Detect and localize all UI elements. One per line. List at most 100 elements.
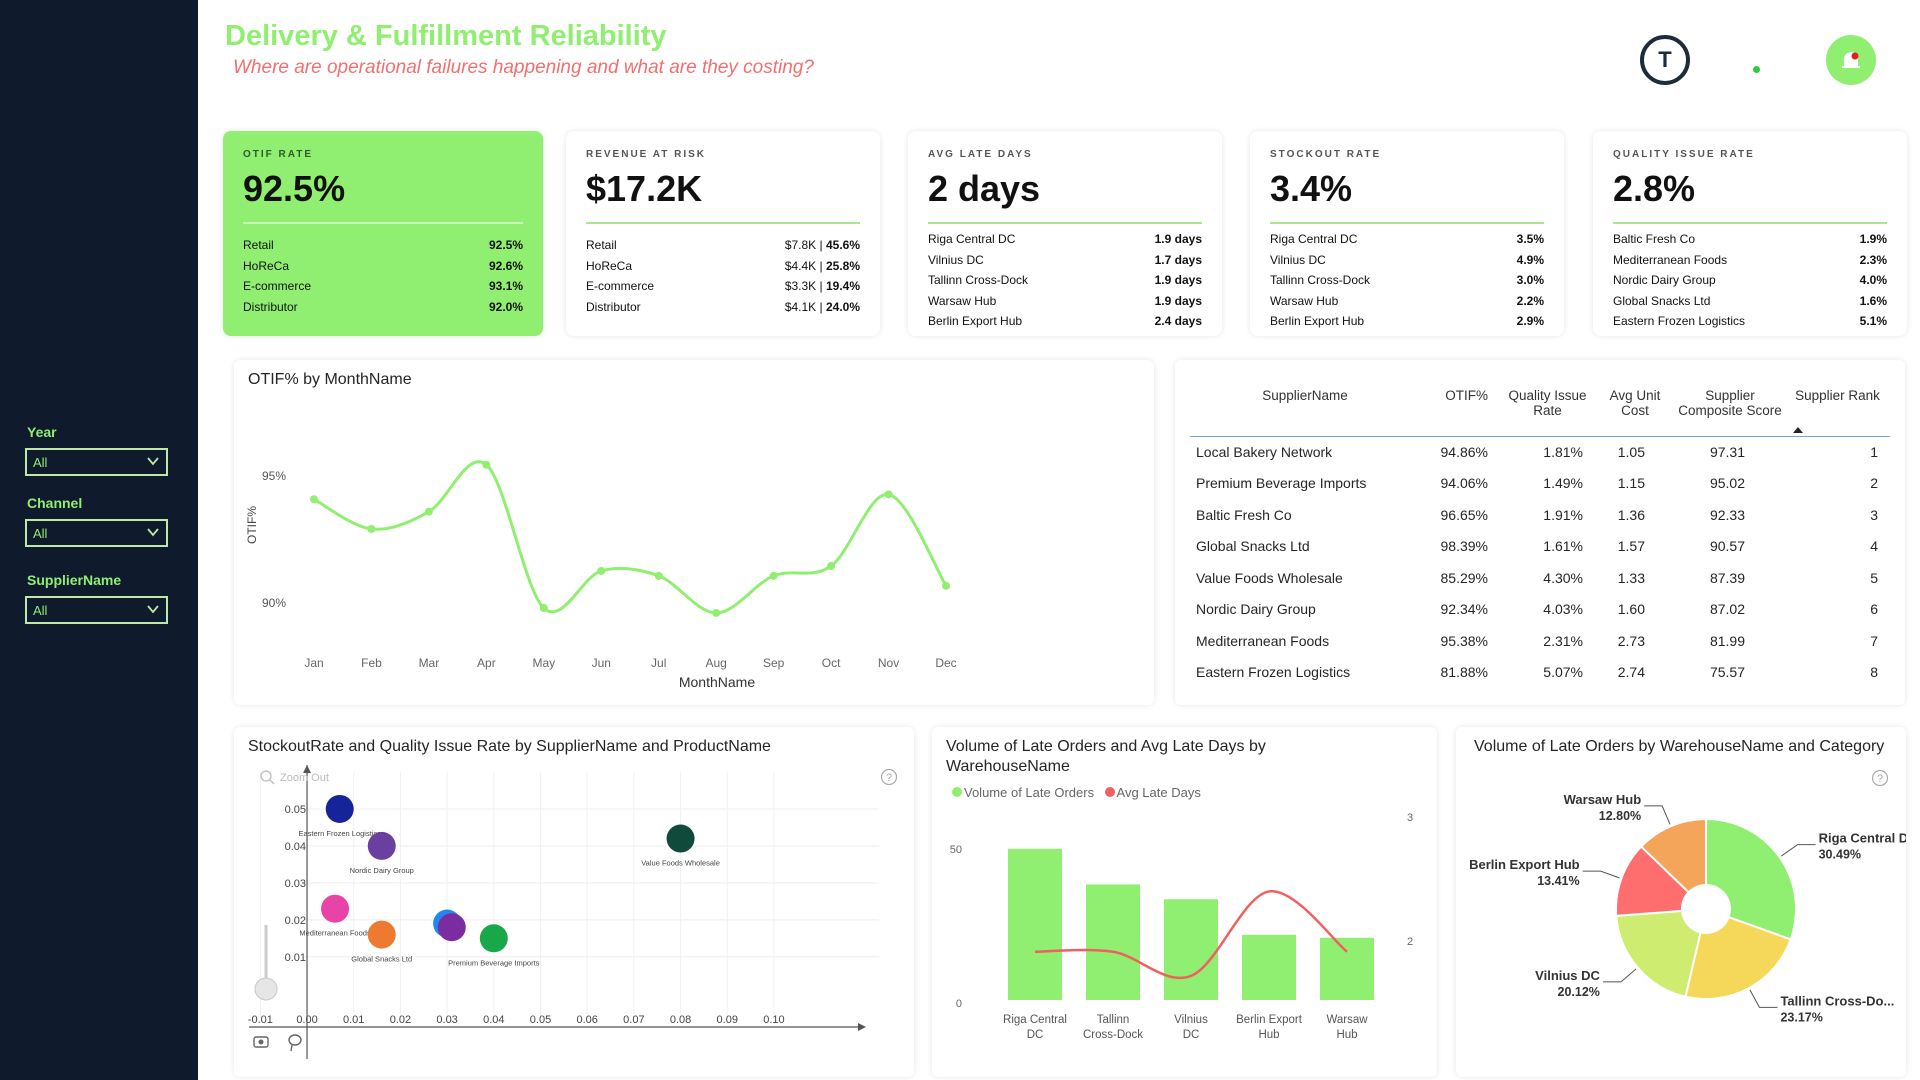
avatar[interactable]: T [1640, 35, 1690, 85]
scatter-point[interactable] [325, 794, 354, 823]
kpi-row-value: 1.9 days [1154, 293, 1202, 308]
table-cell: 4 [1870, 538, 1878, 555]
kpi-row-label: Tallinn Cross-Dock [1270, 273, 1371, 287]
data-point[interactable] [654, 571, 663, 580]
kpi-row-label: Warsaw Hub [1270, 293, 1339, 308]
data-point[interactable] [942, 581, 950, 590]
scatter-point[interactable] [666, 824, 695, 853]
notification-button[interactable] [1826, 35, 1876, 85]
x-tick-label: Riga Central DC [1003, 1014, 1067, 1041]
data-point[interactable] [597, 566, 606, 575]
y-tick-label: 50 [950, 844, 962, 856]
data-point[interactable] [310, 495, 318, 504]
scatter-point[interactable] [479, 924, 508, 953]
donut-slice[interactable] [1705, 817, 1797, 941]
bar[interactable] [1086, 884, 1140, 1000]
table-cell: 3 [1870, 506, 1878, 523]
column-header-otif[interactable]: OTIF% [1420, 380, 1500, 437]
table-row[interactable]: Mediterranean Foods 95.38% 2.31% 2.73 81.99 7 [1190, 625, 1890, 657]
scatter-chart-card: StockoutRate and Quality Issue Rate by S… [234, 727, 914, 1077]
column-header-supplier-rank[interactable]: Supplier Rank [1785, 380, 1890, 437]
donut-slice[interactable] [1615, 909, 1702, 998]
lasso-icon-tail [290, 1044, 293, 1052]
bar[interactable] [1242, 934, 1296, 1000]
kpi-row-amount: $3.3K [784, 279, 817, 293]
scatter-point[interactable] [367, 920, 396, 949]
kpi-row-value: 2.4 days [1154, 314, 1202, 328]
table-cell: Mediterranean Foods [1196, 632, 1330, 649]
table-row[interactable]: Eastern Frozen Logistics 81.88% 5.07% 2.74 7… [1190, 657, 1890, 689]
kpi-row-value: 4.0% [1859, 273, 1887, 287]
table-row[interactable]: Value Foods Wholesale 85.29% 4.30% 1.33 87.3… [1190, 562, 1890, 594]
kpi-divider [928, 222, 1202, 224]
table-row[interactable]: Baltic Fresh Co 96.65% 1.91% 1.36 92.33 3 [1190, 499, 1890, 531]
supplier-table-card: SupplierName OTIF% Quality Issue Rate Av… [1175, 360, 1905, 705]
scatter-point[interactable] [321, 894, 350, 923]
point-label: Mediterranean Foods [299, 929, 371, 938]
donut-slice[interactable] [1684, 915, 1792, 1000]
table-row[interactable]: Local Bakery Network 94.86% 1.81% 1.05 97.31… [1190, 436, 1890, 468]
data-point[interactable] [367, 524, 376, 533]
table-row[interactable]: Premium Beverage Imports 94.06% 1.49% 1.15 9… [1190, 468, 1890, 500]
year-filter-dropdown[interactable]: All [25, 448, 168, 476]
kpi-row: Retail 92.5% [243, 238, 523, 259]
kpi-row: Riga Central DC 1.9 days [928, 232, 1202, 253]
data-point[interactable] [482, 460, 491, 469]
column-header-quality-issue-rate[interactable]: Quality Issue Rate [1500, 380, 1595, 437]
channel-filter-dropdown[interactable]: All [25, 519, 168, 547]
scatter-point[interactable] [437, 913, 466, 942]
table-cell: 1 [1870, 444, 1878, 460]
supplier-filter-dropdown[interactable]: All [25, 596, 168, 624]
table-row[interactable]: Nordic Dairy Group 92.34% 4.03% 1.60 87.02 6 [1190, 594, 1890, 626]
donut-slice[interactable] [1615, 845, 1691, 917]
help-button[interactable]: ? [1871, 769, 1889, 787]
column-header-avg-unit-cost[interactable]: Avg Unit Cost [1595, 380, 1675, 437]
report-canvas: Delivery & Fulfillment Reliability Where… [198, 0, 1920, 1080]
x-tick-label: 0.03 [436, 1014, 457, 1026]
late-orders-combo-chart: 50 0 3 2 Riga Central DC Tallinn Cross-Dock… [950, 812, 1413, 1041]
kpi-row-label: Berlin Export Hub [1270, 314, 1365, 328]
table-cell: 2 [1870, 475, 1878, 492]
data-point[interactable] [884, 490, 893, 499]
data-point[interactable] [424, 507, 433, 516]
column-header-composite-score[interactable]: Supplier Composite Score [1675, 380, 1785, 437]
bar[interactable] [1164, 899, 1218, 1000]
scatter-point[interactable] [367, 831, 396, 860]
kpi-row: Mediterranean Foods 2.3% [1613, 253, 1887, 274]
zoom-icon-handle [269, 779, 275, 785]
kpi-row-value: 3.5% [1516, 232, 1544, 246]
lasso-button[interactable] [288, 1034, 302, 1052]
kpi-row-value: 92.6% [488, 258, 523, 273]
kpi-divider [586, 222, 860, 224]
table-cell: 1.81% [1543, 444, 1583, 460]
x-tick-label: Tallinn Cross-Dock [1083, 1014, 1143, 1041]
table-cell: 2.31% [1543, 632, 1583, 649]
year-filter-value: All [33, 455, 48, 470]
zoom-slider[interactable] [254, 925, 278, 1001]
table-cell: 4.30% [1543, 569, 1583, 586]
camera-button[interactable] [253, 1036, 269, 1048]
data-point[interactable] [827, 562, 836, 570]
help-button[interactable]: ? [880, 768, 898, 786]
table-row[interactable]: Global Snacks Ltd 98.39% 1.61% 1.57 90.57 4 [1190, 531, 1890, 563]
scatter-chart: 0.050.040.030.020.01-0.01 0.00 0.01 0.02 0.0… [248, 765, 898, 1059]
table-cell: 5 [1870, 569, 1878, 586]
slice-name-label: Tallinn Cross-Do... [1780, 993, 1894, 1008]
column-header-supplier-name[interactable]: SupplierName [1190, 380, 1420, 437]
x-tick-label: Aug [706, 656, 727, 670]
data-point[interactable] [769, 571, 778, 580]
x-tick-label: Sep [763, 656, 785, 670]
bar[interactable] [1320, 937, 1374, 1000]
zoom-out-button[interactable]: Zoom Out [260, 770, 329, 785]
legend-item[interactable]: Avg Late Days [1104, 785, 1201, 800]
legend-item[interactable]: Volume of Late Orders [952, 785, 1094, 800]
data-point[interactable] [539, 604, 548, 612]
bar[interactable] [1008, 848, 1062, 1000]
data-point[interactable] [712, 608, 721, 617]
zoom-slider-handle[interactable] [254, 977, 278, 1001]
kpi-row: Eastern Frozen Logistics 5.1% [1613, 314, 1887, 335]
slice-pct-label: 30.49% [1819, 848, 1861, 862]
donut-slice[interactable] [1639, 817, 1707, 894]
supplier-table: SupplierName OTIF% Quality Issue Rate Av… [1190, 380, 1890, 688]
kpi-row-label: Mediterranean Foods [1613, 252, 1728, 267]
